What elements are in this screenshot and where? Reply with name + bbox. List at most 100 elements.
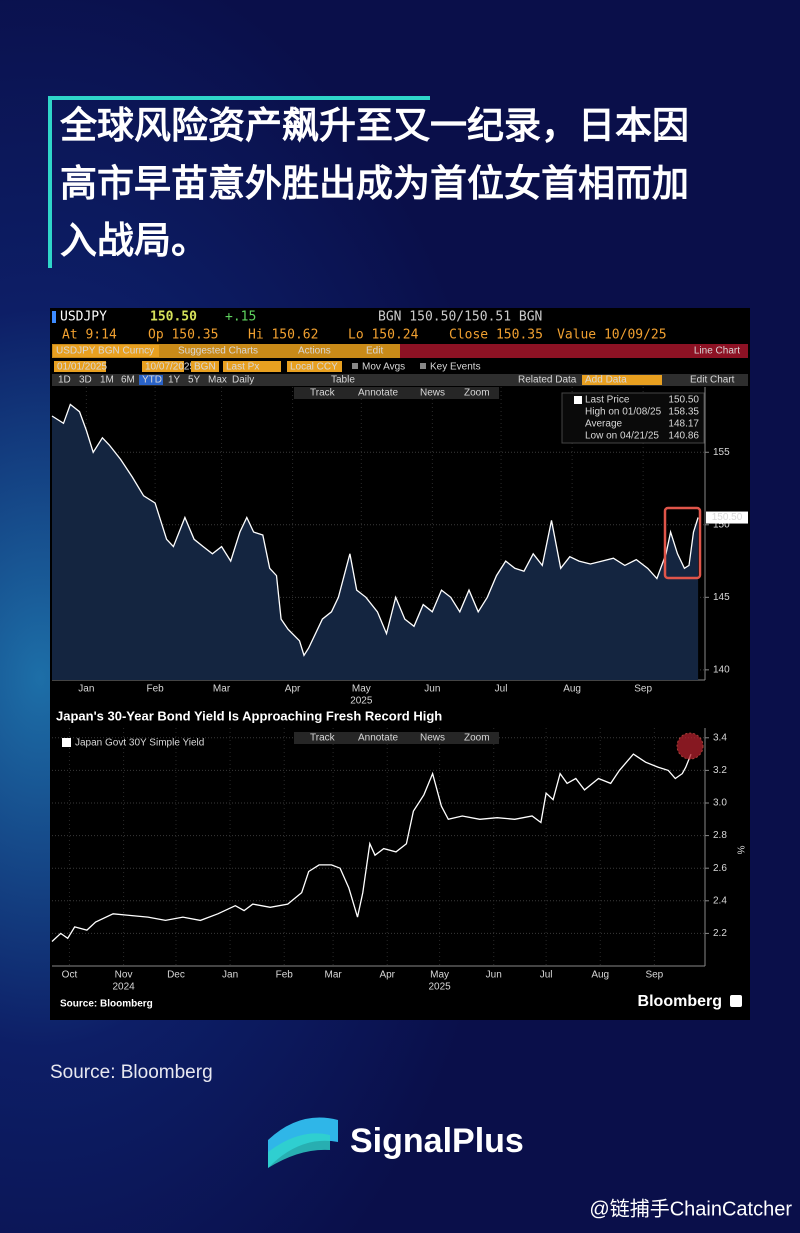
input[interactable]: Last Px	[226, 362, 259, 373]
chart-tool[interactable]: Annotate	[358, 733, 398, 744]
legend-swatch	[62, 738, 71, 747]
x-tick-label: Feb	[276, 970, 294, 981]
x-tick-label: Nov	[115, 970, 133, 981]
stat: Close 150.35	[449, 328, 543, 343]
add-data-box[interactable]	[582, 375, 662, 385]
chart-tool[interactable]: Track	[310, 388, 336, 399]
legend-value: 150.50	[668, 395, 699, 406]
menu-item[interactable]: Suggested Charts	[178, 346, 258, 357]
chart-tool[interactable]: Annotate	[358, 388, 398, 399]
y-tick-label: 140	[713, 664, 730, 675]
input-box[interactable]	[142, 361, 184, 372]
period[interactable]: 6M	[121, 375, 135, 386]
period[interactable]: 5Y	[188, 375, 201, 386]
quote: BGN 150.50/150.51 BGN	[378, 310, 542, 325]
legend-label: Last Price	[585, 395, 630, 406]
chart-tool[interactable]: News	[420, 388, 445, 399]
marker	[52, 311, 56, 323]
tool[interactable]: Related Data	[518, 375, 577, 386]
checkbox[interactable]	[352, 363, 358, 369]
x-tick-label: Jul	[540, 970, 553, 981]
stat: Lo 150.24	[348, 328, 419, 343]
period[interactable]: Daily	[232, 375, 254, 386]
input-box[interactable]	[191, 361, 219, 372]
checkbox[interactable]	[420, 363, 426, 369]
period[interactable]: 1D	[58, 375, 71, 386]
menu-item[interactable]: USDJPY BGN Curncy	[56, 346, 154, 357]
menu-bar	[400, 344, 748, 358]
y-tick-label: 150	[713, 519, 730, 530]
line	[51, 403, 699, 657]
last-price-label: 150.50	[712, 512, 743, 523]
y-axis-label: %	[734, 846, 745, 855]
y-tick-label: 2.8	[713, 830, 727, 841]
legend-box	[561, 392, 705, 444]
period[interactable]: YTD	[142, 375, 162, 386]
logo-text: SignalPlus	[350, 1122, 524, 1160]
legend-label: Average	[585, 419, 623, 430]
chart-tool[interactable]: Track	[310, 733, 336, 744]
legend-value: 158.35	[668, 407, 699, 418]
y-tick-label: 3.2	[713, 765, 727, 776]
year-label: 2024	[112, 982, 135, 993]
input-box[interactable]	[223, 361, 281, 372]
period[interactable]: 3D	[79, 375, 92, 386]
toolbar	[294, 387, 499, 399]
input[interactable]: Local CCY	[290, 362, 338, 373]
input[interactable]: BGN	[194, 362, 216, 373]
x-tick-label: Dec	[167, 970, 185, 981]
y-tick-label: 2.2	[713, 928, 727, 939]
x-tick-label: Apr	[285, 684, 301, 695]
legend-label: Japan Govt 30Y Simple Yield	[75, 738, 204, 749]
stat: Hi 150.62	[248, 328, 318, 343]
y-tick-label: 3.4	[713, 732, 727, 743]
tool[interactable]: Add Data	[585, 375, 627, 386]
input-box[interactable]	[54, 361, 106, 372]
stat: At 9:14	[62, 328, 117, 343]
change: +.15	[225, 310, 256, 325]
input[interactable]: 10/07/2025	[145, 362, 195, 373]
input[interactable]: 01/01/2025	[57, 362, 107, 373]
x-tick-label: Mar	[324, 970, 342, 981]
price: 150.50	[150, 310, 197, 325]
brand-icon	[730, 995, 742, 1007]
accent-bar	[48, 96, 52, 268]
legend-value: 148.17	[668, 419, 699, 430]
period[interactable]: 1M	[100, 375, 114, 386]
period[interactable]: Max	[208, 375, 227, 386]
legend-value: 140.86	[668, 431, 699, 442]
logo-mark	[268, 1133, 330, 1168]
x-tick-label: Jun	[424, 684, 440, 695]
tool[interactable]: Edit Chart	[690, 375, 735, 386]
menu-item[interactable]: Actions	[298, 346, 331, 357]
input[interactable]: Key Events	[430, 362, 481, 373]
x-tick-label: Oct	[62, 970, 78, 981]
chart-brand: Bloomberg	[638, 993, 722, 1010]
stat: Value 10/09/25	[557, 328, 667, 343]
x-tick-label: Jul	[495, 684, 508, 695]
chart-type: Line Chart	[694, 346, 740, 357]
menu-item[interactable]: Edit	[366, 346, 383, 357]
chart-tool[interactable]: News	[420, 733, 445, 744]
period[interactable]: Table	[331, 375, 355, 386]
period[interactable]: 1Y	[168, 375, 181, 386]
accent-bar	[48, 96, 430, 100]
input[interactable]: Mov Avgs	[362, 362, 405, 373]
chart-tool[interactable]: Zoom	[464, 388, 490, 399]
x-tick-label: Sep	[634, 684, 652, 695]
year-label: 2025	[350, 696, 373, 707]
period-bar	[52, 374, 748, 386]
legend-label: High on 01/08/25	[585, 407, 662, 418]
input-box[interactable]	[287, 361, 342, 372]
chart-tool[interactable]: Zoom	[464, 733, 490, 744]
x-tick-label: Jun	[486, 970, 502, 981]
x-tick-label: Jan	[78, 684, 94, 695]
watermark: @链捕手ChainCatcher	[589, 1197, 792, 1220]
highlight-circle	[676, 732, 704, 760]
headline: 全球风险资产飙升至又一纪录，日本因	[59, 104, 689, 146]
y-tick-label: 3.0	[713, 798, 727, 809]
legend-swatch	[574, 396, 582, 404]
x-tick-label: Aug	[591, 970, 609, 981]
year-label: 2025	[428, 982, 451, 993]
